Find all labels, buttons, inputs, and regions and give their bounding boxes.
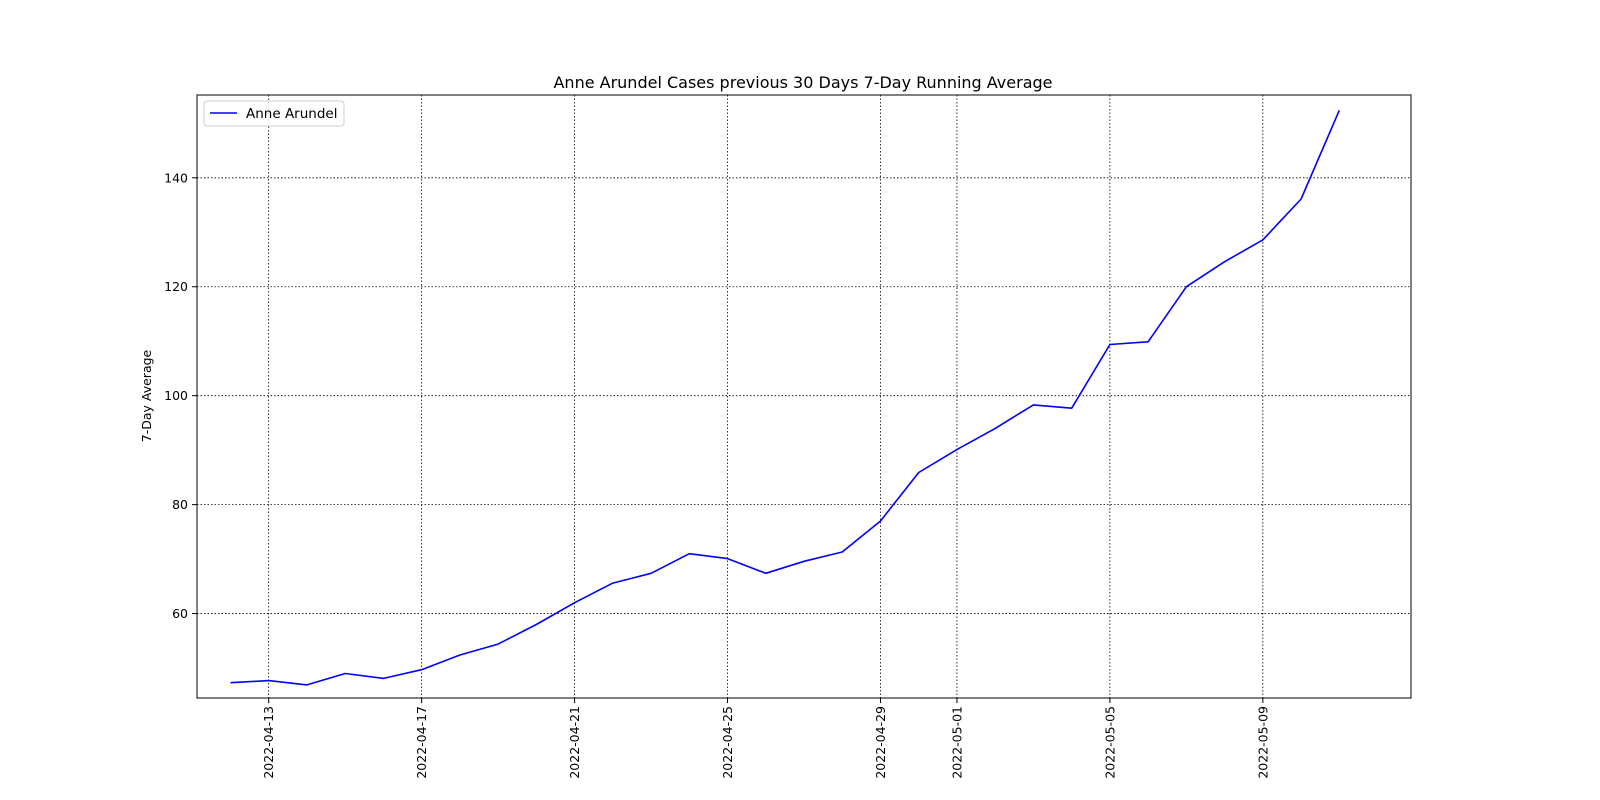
y-tick-label: 120 xyxy=(164,279,188,294)
y-tick-label: 140 xyxy=(164,170,188,185)
x-tick-label: 2022-05-01 xyxy=(949,706,964,779)
x-tick-label: 2022-04-21 xyxy=(567,706,582,779)
series-lines xyxy=(230,109,1341,686)
legend: Anne Arundel xyxy=(203,100,345,127)
x-axis: 2022-04-13 2022-04-17 2022-04-21 2022-04-25… xyxy=(261,698,1270,779)
y-axis-label: 7-Day Average xyxy=(139,349,154,442)
x-tick-label: 2022-04-13 xyxy=(261,706,276,779)
x-tick-label: 2022-05-05 xyxy=(1102,706,1117,779)
x-tick-label: 2022-04-29 xyxy=(873,706,888,779)
x-tick-label: 2022-04-17 xyxy=(414,706,429,779)
chart-title: Anne Arundel Cases previous 30 Days 7-Da… xyxy=(553,73,1052,92)
y-tick-label: 80 xyxy=(172,497,188,512)
x-tick-label: 2022-04-25 xyxy=(720,706,735,779)
grid-lines xyxy=(197,95,1411,698)
series-line-0 xyxy=(230,109,1341,686)
x-tick-label: 2022-05-09 xyxy=(1255,706,1270,779)
y-tick-label: 60 xyxy=(172,606,188,621)
y-axis: 60 80 100 120 140 xyxy=(164,170,197,621)
y-tick-label: 100 xyxy=(164,388,188,403)
plot-frame xyxy=(196,94,1412,699)
legend-label-anne-arundel: Anne Arundel xyxy=(246,106,337,122)
legend-box xyxy=(203,100,345,127)
